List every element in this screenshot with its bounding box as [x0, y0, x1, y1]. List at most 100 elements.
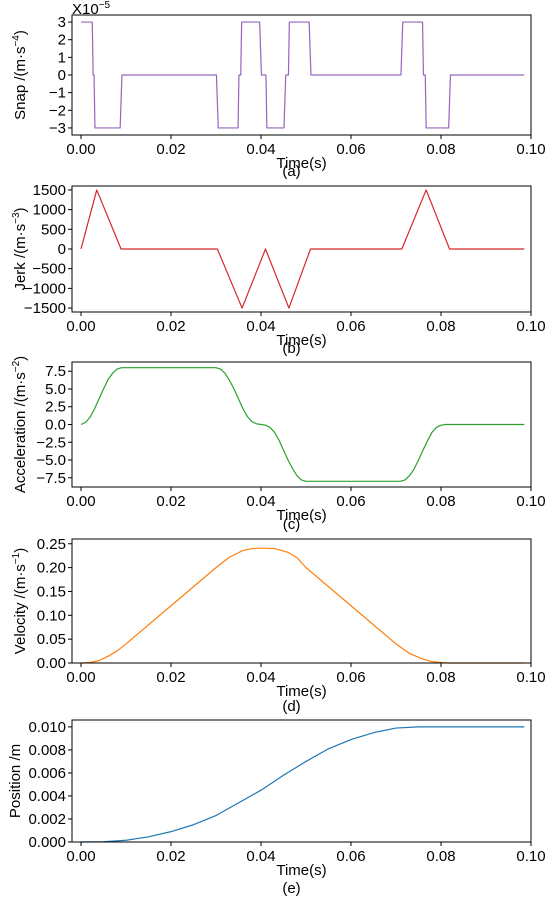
chart-panel-3: 0.00 0.02 0.04 0.06 0.08 0.10 7.55.02.50.0−2.5…	[11, 356, 546, 533]
y-axis-label: Snap /(m·s−4)	[11, 30, 29, 120]
x-tick-label: 0.10	[516, 493, 545, 510]
x-tick-label: 0.10	[516, 848, 545, 865]
y-tick-label: 0.010	[28, 719, 66, 736]
y-tick-label: 0.008	[28, 742, 66, 759]
y-tick-label: 0.25	[37, 536, 66, 553]
x-tick-label: 0.08	[426, 669, 455, 686]
x-tick-label: 0.06	[336, 848, 365, 865]
y-axis-label-superscript: −3	[11, 212, 22, 224]
chart-panel-2: 0.00 0.02 0.04 0.06 0.08 0.10 1500 1000 500 0 −500…	[11, 182, 546, 357]
y-axis-label: Jerk /(m·s−3)	[11, 207, 29, 290]
y-tick-label: −1	[49, 85, 66, 102]
x-tick-label: 0.04	[246, 493, 275, 510]
y-tick-label: 0.05	[37, 631, 66, 648]
y-tick-label: −7.5	[36, 470, 66, 487]
x-tick-label: 0.02	[156, 318, 185, 335]
y-scale-multiplier-exponent: −5	[99, 0, 111, 11]
y-axis-label-close: )	[12, 356, 29, 361]
panel-caption: (c)	[283, 516, 301, 533]
y-tick-label: 0.000	[28, 834, 66, 851]
x-tick-label: 0.08	[426, 141, 455, 158]
y-tick-label: 0.10	[37, 607, 66, 624]
x-axis-label: Time(s)	[276, 332, 326, 349]
panel-caption: (b)	[282, 340, 300, 357]
y-tick-label: −5.0	[36, 452, 66, 469]
x-tick-label: 0.04	[246, 848, 275, 865]
x-tick-label: 0.06	[336, 318, 365, 335]
x-tick-label: 0.08	[426, 318, 455, 335]
x-tick-label: 0.06	[336, 669, 365, 686]
y-axis-label: Position /m	[7, 744, 24, 818]
y-tick-label: −2.5	[36, 434, 66, 451]
y-tick-label: 2.5	[45, 399, 66, 416]
x-tick-label: 0.08	[426, 848, 455, 865]
x-tick-label: 0.10	[516, 318, 545, 335]
x-tick-label: 0.00	[66, 848, 95, 865]
y-tick-label: 2	[58, 32, 66, 49]
y-axis-label-close: )	[12, 207, 29, 212]
x-tick-label: 0.06	[336, 493, 365, 510]
y-tick-label: −2	[49, 102, 66, 119]
panel-caption: (e)	[282, 880, 300, 897]
y-tick-label: 0.0	[45, 417, 66, 434]
y-tick-label: 0.004	[28, 788, 66, 805]
y-tick-label: 0.15	[37, 583, 66, 600]
x-tick-label: 0.10	[516, 141, 545, 158]
series-line	[80, 547, 525, 664]
y-axis-label-main: Snap /(m·s	[12, 47, 29, 120]
y-tick-label: 500	[41, 221, 66, 238]
y-axis-label-main: Jerk /(m·s	[12, 224, 29, 291]
y-tick-label: −1000	[24, 280, 66, 297]
x-tick-label: 0.04	[246, 141, 275, 158]
panel-caption: (a)	[282, 163, 300, 180]
y-tick-label: −1500	[24, 300, 66, 317]
y-tick-label: 7.5	[45, 363, 66, 380]
series-line	[81, 21, 525, 129]
x-axis-label: Time(s)	[276, 155, 326, 172]
x-axis-label: Time(s)	[276, 862, 326, 879]
x-tick-label: 0.00	[66, 669, 95, 686]
y-tick-label: 0	[58, 67, 66, 84]
plot-frame	[71, 538, 532, 664]
x-tick-label: 0.02	[156, 848, 185, 865]
x-tick-label: 0.02	[156, 141, 185, 158]
y-axis-label-superscript: −2	[11, 360, 22, 372]
chart-panel-5: 0.00 0.02 0.04 0.06 0.08 0.10 0.010 0.008 0.006 0…	[7, 719, 546, 897]
x-tick-label: 0.10	[516, 669, 545, 686]
y-scale-multiplier: X10−5	[72, 0, 111, 18]
x-axis-label: Time(s)	[276, 507, 326, 524]
x-tick-label: 0.04	[246, 318, 275, 335]
series-line	[80, 726, 525, 843]
y-tick-label: 1000	[33, 202, 66, 219]
y-axis-label-superscript: −4	[11, 35, 22, 47]
y-tick-label: 3	[58, 14, 66, 31]
y-tick-label: −500	[32, 261, 66, 278]
y-tick-label: 1500	[33, 182, 66, 199]
y-axis-label-superscript: −1	[11, 552, 22, 564]
series-line	[80, 189, 525, 309]
y-tick-label: 1	[58, 49, 66, 66]
x-tick-label: 0.04	[246, 669, 275, 686]
y-axis-label: Acceleration /(m·s−2)	[11, 356, 29, 493]
x-tick-label: 0.00	[66, 318, 95, 335]
y-axis-label: Velocity /(m·s−1)	[11, 548, 29, 654]
x-tick-label: 0.02	[156, 493, 185, 510]
series-line	[80, 367, 525, 482]
x-axis-label: Time(s)	[276, 683, 326, 700]
y-tick-label: 0.20	[37, 560, 66, 577]
chart-panel-4: 0.00 0.02 0.04 0.06 0.08 0.10 0.25 0.20 0.15 0.10…	[11, 536, 546, 715]
x-tick-label: 0.02	[156, 669, 185, 686]
panel-caption: (d)	[282, 698, 300, 715]
y-axis-label-close: )	[12, 30, 29, 35]
y-tick-label: 5.0	[45, 381, 66, 398]
y-tick-label: −3	[49, 120, 66, 137]
y-tick-label: 0	[58, 241, 66, 258]
y-scale-multiplier-base: X10	[72, 1, 99, 18]
y-axis-label-main: Velocity /(m·s	[12, 564, 29, 654]
y-axis-label-main: Acceleration /(m·s	[12, 372, 29, 493]
y-tick-label: 0.006	[28, 765, 66, 782]
y-tick-label: 0.00	[37, 655, 66, 672]
x-tick-label: 0.00	[66, 141, 95, 158]
